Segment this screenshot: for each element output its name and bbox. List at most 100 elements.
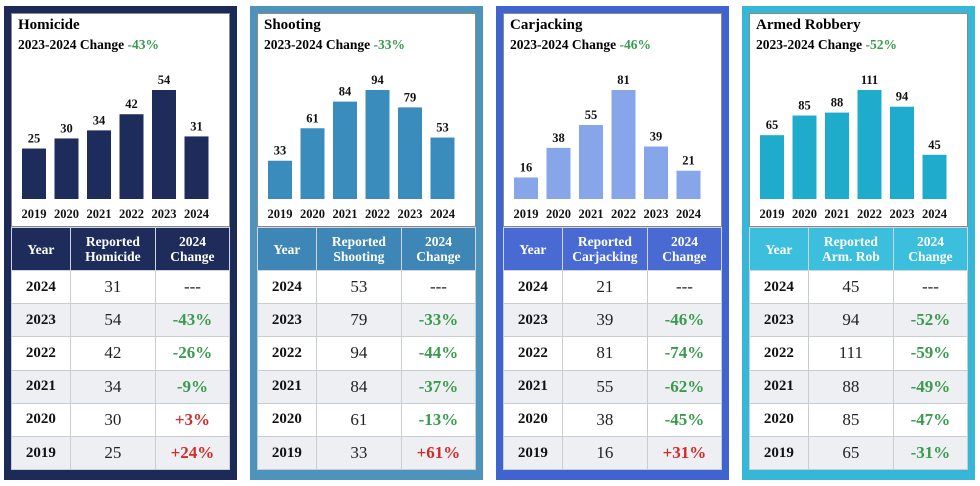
- x-tick-label: 2024: [676, 207, 702, 221]
- cell-year: 2020: [503, 402, 563, 437]
- cell-count: 54: [69, 303, 156, 338]
- cell-change: ---: [400, 269, 477, 305]
- table-row: 2022 94 -44%: [257, 336, 477, 371]
- table-row: 2024 31 ---: [11, 269, 231, 305]
- x-tick-label: 2021: [333, 207, 358, 221]
- cell-year: 2021: [503, 369, 563, 404]
- x-tick-label: 2023: [890, 207, 915, 221]
- panel-shooting: Shooting 2023-2024 Change -33% 33 2019 61 2…: [250, 6, 483, 480]
- table-row: 2021 88 -49%: [749, 369, 969, 404]
- table-row: 2022 81 -74%: [503, 336, 723, 371]
- data-label: 21: [682, 154, 695, 168]
- data-label: 65: [766, 118, 779, 132]
- subtitle-percent: -46%: [619, 37, 652, 52]
- bar-2021: [825, 112, 849, 199]
- cell-count: 16: [561, 435, 648, 471]
- cell-change: -46%: [646, 303, 723, 338]
- cell-change: -44%: [400, 336, 477, 371]
- subtitle-label: 2023-2024 Change: [756, 37, 863, 52]
- data-label: 31: [190, 119, 203, 133]
- bar-2021: [333, 101, 357, 199]
- cell-year: 2024: [11, 269, 71, 305]
- table-row: 2021 55 -62%: [503, 369, 723, 404]
- stats-table: Year Reported Homicide 2024 Change 2024 3…: [11, 227, 231, 471]
- col-year: Year: [503, 227, 563, 271]
- data-label: 81: [617, 73, 630, 87]
- cell-change: +31%: [646, 435, 723, 471]
- cell-change: -59%: [892, 336, 969, 371]
- table-row: 2019 25 +24%: [11, 435, 231, 471]
- cell-change: ---: [892, 269, 969, 305]
- x-tick-label: 2019: [514, 207, 539, 221]
- bar-2023: [398, 107, 422, 199]
- cell-change: +24%: [154, 435, 231, 471]
- bar-2019: [760, 135, 784, 199]
- cell-change: -33%: [400, 303, 477, 338]
- col-year: Year: [749, 227, 809, 271]
- bar-2021: [579, 124, 603, 199]
- cell-change: -9%: [154, 369, 231, 404]
- cell-count: 38: [561, 402, 648, 437]
- col-change: 2024 Change: [154, 227, 231, 271]
- cell-change: -45%: [646, 402, 723, 437]
- cell-count: 84: [315, 369, 402, 404]
- cell-change: ---: [646, 269, 723, 305]
- bar-2024: [922, 154, 947, 199]
- chart-box: Shooting 2023-2024 Change -33% 33 2019 61 2…: [257, 13, 476, 227]
- subtitle-percent: -43%: [127, 37, 160, 52]
- cell-change: +61%: [400, 435, 477, 471]
- stats-table: Year Reported Shooting 2024 Change 2024 5…: [257, 227, 477, 471]
- table-row: 2024 21 ---: [503, 269, 723, 305]
- x-tick-label: 2023: [644, 207, 669, 221]
- x-tick-label: 2019: [22, 207, 47, 221]
- data-label: 16: [520, 160, 533, 174]
- cell-change: -31%: [892, 435, 969, 471]
- cell-year: 2020: [11, 402, 71, 437]
- table-row: 2021 34 -9%: [11, 369, 231, 404]
- cell-year: 2019: [11, 435, 71, 471]
- cell-count: 45: [807, 269, 894, 305]
- chart-subtitle: 2023-2024 Change -52%: [756, 37, 897, 53]
- chart-subtitle: 2023-2024 Change -46%: [510, 37, 651, 53]
- cell-count: 39: [561, 303, 648, 338]
- table-row: 2023 39 -46%: [503, 303, 723, 338]
- x-tick-label: 2023: [398, 207, 423, 221]
- table-row: 2019 16 +31%: [503, 435, 723, 471]
- data-label: 84: [339, 85, 352, 99]
- x-tick-label: 2020: [546, 207, 571, 221]
- bar-2024: [430, 137, 455, 199]
- cell-year: 2019: [257, 435, 317, 471]
- x-tick-label: 2020: [300, 207, 325, 221]
- chart-title: Carjacking: [510, 17, 583, 33]
- cell-count: 65: [807, 435, 894, 471]
- cell-change: -47%: [892, 402, 969, 437]
- table-row: 2024 53 ---: [257, 269, 477, 305]
- cell-count: 79: [315, 303, 402, 338]
- bar-2020: [546, 147, 571, 199]
- subtitle-percent: -52%: [865, 37, 898, 52]
- chart-title: Armed Robbery: [756, 17, 861, 33]
- data-label: 42: [125, 97, 138, 111]
- bar-2020: [792, 115, 817, 199]
- col-change: 2024 Change: [892, 227, 969, 271]
- x-tick-label: 2021: [87, 207, 112, 221]
- cell-year: 2022: [749, 336, 809, 371]
- x-tick-label: 2022: [365, 207, 390, 221]
- table-header-row: Year Reported Carjacking 2024 Change: [503, 227, 723, 271]
- cell-count: 94: [315, 336, 402, 371]
- table-header-row: Year Reported Homicide 2024 Change: [11, 227, 231, 271]
- cell-count: 30: [69, 402, 156, 437]
- cell-year: 2024: [503, 269, 563, 305]
- cell-count: 61: [315, 402, 402, 437]
- bar-chart: 33 2019 61 2020 84 2021 94 2022 79 2023 53 2024: [268, 73, 456, 221]
- col-reported: Reported Homicide: [69, 227, 156, 271]
- bar-2022: [611, 90, 636, 199]
- chart-box: Homicide 2023-2024 Change -43% 25 2019 30 2…: [11, 13, 230, 227]
- x-tick-label: 2024: [184, 207, 210, 221]
- bar-2024: [184, 136, 209, 199]
- x-tick-label: 2022: [119, 207, 144, 221]
- chart-box: Armed Robbery 2023-2024 Change -52% 65 20…: [749, 13, 968, 227]
- col-year: Year: [11, 227, 71, 271]
- subtitle-label: 2023-2024 Change: [264, 37, 371, 52]
- cell-year: 2021: [257, 369, 317, 404]
